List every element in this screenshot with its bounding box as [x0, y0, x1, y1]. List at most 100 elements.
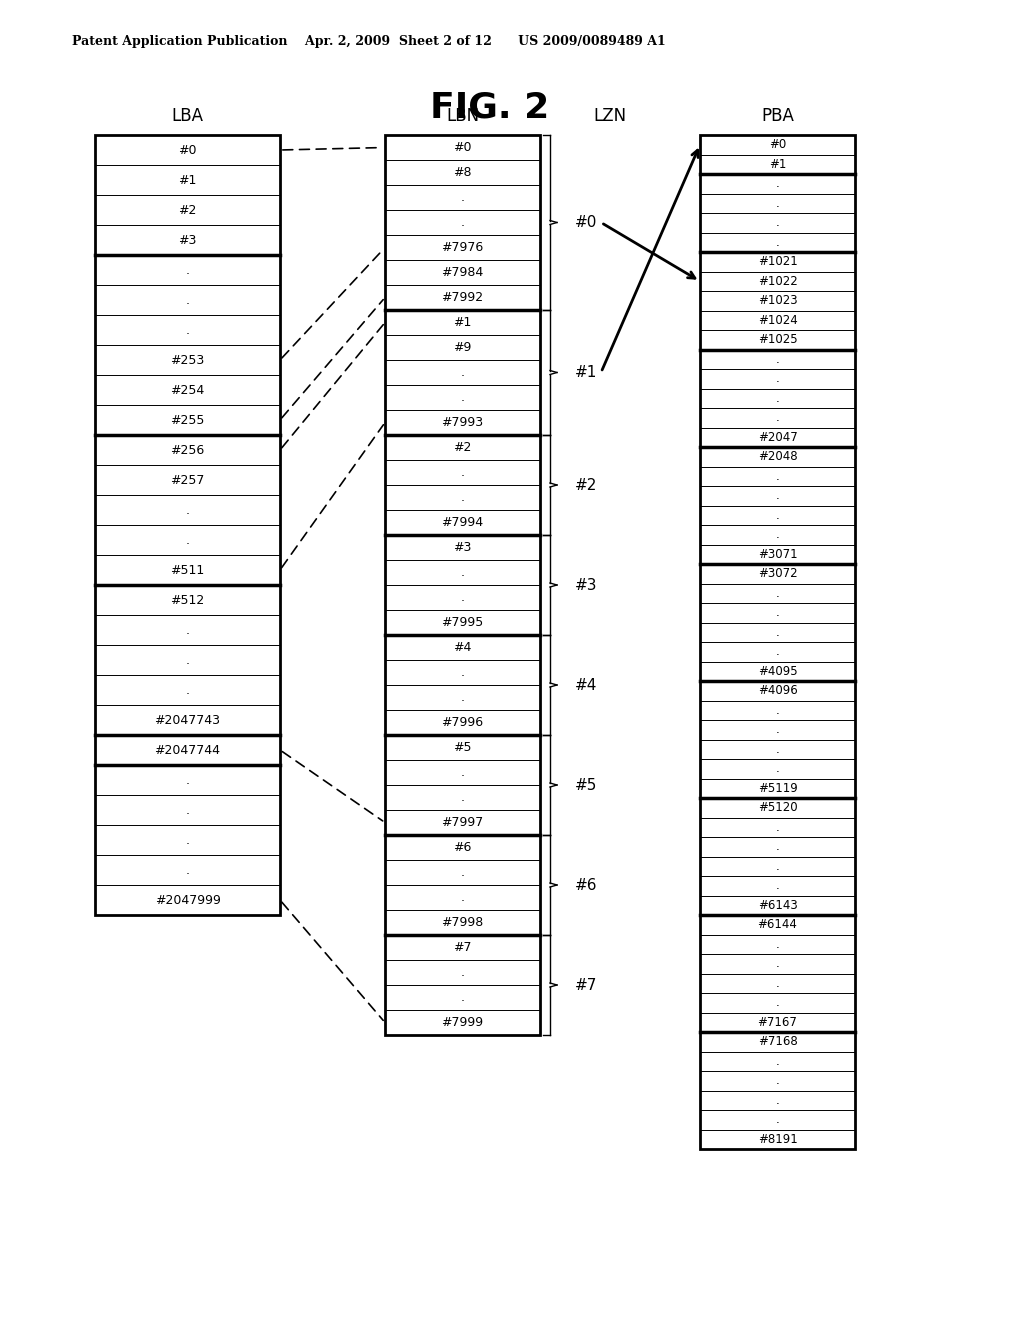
Text: .: . [461, 667, 465, 678]
Text: #7993: #7993 [441, 416, 483, 429]
Text: .: . [461, 216, 465, 228]
Text: #5120: #5120 [758, 801, 798, 814]
Text: .: . [775, 197, 779, 210]
Text: .: . [185, 833, 189, 846]
Text: #8191: #8191 [758, 1133, 798, 1146]
Text: .: . [775, 1074, 779, 1088]
Text: .: . [461, 991, 465, 1005]
Text: .: . [461, 891, 465, 904]
Text: .: . [775, 937, 779, 950]
Text: .: . [461, 791, 465, 804]
Text: #3: #3 [575, 578, 597, 593]
Text: .: . [185, 533, 189, 546]
Text: #512: #512 [170, 594, 205, 606]
Text: #1025: #1025 [758, 333, 798, 346]
Text: .: . [775, 957, 779, 970]
Text: #7984: #7984 [441, 267, 483, 279]
Text: #255: #255 [170, 413, 205, 426]
Text: #6143: #6143 [758, 899, 798, 912]
Text: .: . [461, 466, 465, 479]
Text: .: . [185, 623, 189, 636]
Text: #2048: #2048 [758, 450, 798, 463]
Text: .: . [461, 766, 465, 779]
Text: #1: #1 [454, 315, 472, 329]
Text: #511: #511 [170, 564, 205, 577]
Text: .: . [185, 684, 189, 697]
Text: .: . [775, 841, 779, 853]
Text: .: . [775, 859, 779, 873]
Text: #7167: #7167 [758, 1016, 798, 1028]
Text: .: . [775, 528, 779, 541]
Text: .: . [185, 653, 189, 667]
Bar [95, 135, 280, 915]
Text: #7976: #7976 [441, 242, 483, 253]
Text: #3: #3 [178, 234, 197, 247]
Text: #7999: #7999 [441, 1016, 483, 1030]
Text: .: . [775, 977, 779, 990]
Text: FIG. 2: FIG. 2 [430, 90, 550, 124]
Text: #7995: #7995 [441, 616, 483, 630]
Text: .: . [775, 587, 779, 599]
Text: #6: #6 [575, 878, 597, 892]
Text: .: . [775, 723, 779, 737]
Text: LBN: LBN [445, 107, 479, 125]
Text: #7168: #7168 [758, 1035, 798, 1048]
Text: #0: #0 [769, 139, 786, 152]
Text: #5119: #5119 [758, 781, 798, 795]
Text: .: . [775, 879, 779, 892]
Text: .: . [775, 1113, 779, 1126]
Text: #1023: #1023 [758, 294, 798, 308]
Text: .: . [775, 762, 779, 775]
Text: .: . [461, 866, 465, 879]
Text: #0: #0 [454, 141, 472, 154]
Text: #256: #256 [170, 444, 205, 457]
Text: #7: #7 [575, 978, 597, 993]
Text: .: . [775, 372, 779, 385]
Text: #254: #254 [170, 384, 205, 396]
Text: .: . [185, 323, 189, 337]
Text: .: . [775, 1094, 779, 1106]
Text: #5: #5 [575, 777, 597, 792]
Text: .: . [775, 412, 779, 424]
Text: .: . [775, 645, 779, 659]
Text: .: . [775, 352, 779, 366]
Text: .: . [775, 997, 779, 1010]
Text: .: . [461, 966, 465, 979]
Text: .: . [775, 490, 779, 502]
Text: .: . [775, 236, 779, 248]
Text: LZN: LZN [594, 107, 627, 125]
Text: #1021: #1021 [758, 255, 798, 268]
Text: #1: #1 [575, 366, 597, 380]
Text: .: . [775, 508, 779, 521]
Text: .: . [461, 391, 465, 404]
Text: #2: #2 [178, 203, 197, 216]
Text: #0: #0 [178, 144, 197, 157]
Text: #253: #253 [170, 354, 205, 367]
Bar [700, 135, 855, 1148]
Text: #8: #8 [454, 166, 472, 180]
Text: LBA: LBA [171, 107, 204, 125]
Text: #7998: #7998 [441, 916, 483, 929]
Text: #4: #4 [575, 677, 597, 693]
Text: .: . [461, 191, 465, 205]
Text: Patent Application Publication    Apr. 2, 2009  Sheet 2 of 12      US 2009/00894: Patent Application Publication Apr. 2, 2… [72, 36, 666, 48]
Text: .: . [775, 743, 779, 756]
Text: .: . [775, 1055, 779, 1068]
Text: .: . [775, 626, 779, 639]
Text: #4096: #4096 [758, 684, 798, 697]
Text: #2: #2 [575, 478, 597, 492]
Text: .: . [185, 863, 189, 876]
Text: .: . [461, 366, 465, 379]
Text: .: . [185, 774, 189, 787]
Text: #3072: #3072 [758, 568, 798, 581]
Text: .: . [185, 804, 189, 817]
Text: .: . [461, 690, 465, 704]
Text: .: . [775, 177, 779, 190]
Text: #2047: #2047 [758, 430, 798, 444]
Text: #1: #1 [769, 158, 786, 170]
Text: .: . [185, 293, 189, 306]
Text: .: . [461, 491, 465, 504]
Text: .: . [775, 704, 779, 717]
Text: #1024: #1024 [758, 314, 798, 327]
Text: #7994: #7994 [441, 516, 483, 529]
